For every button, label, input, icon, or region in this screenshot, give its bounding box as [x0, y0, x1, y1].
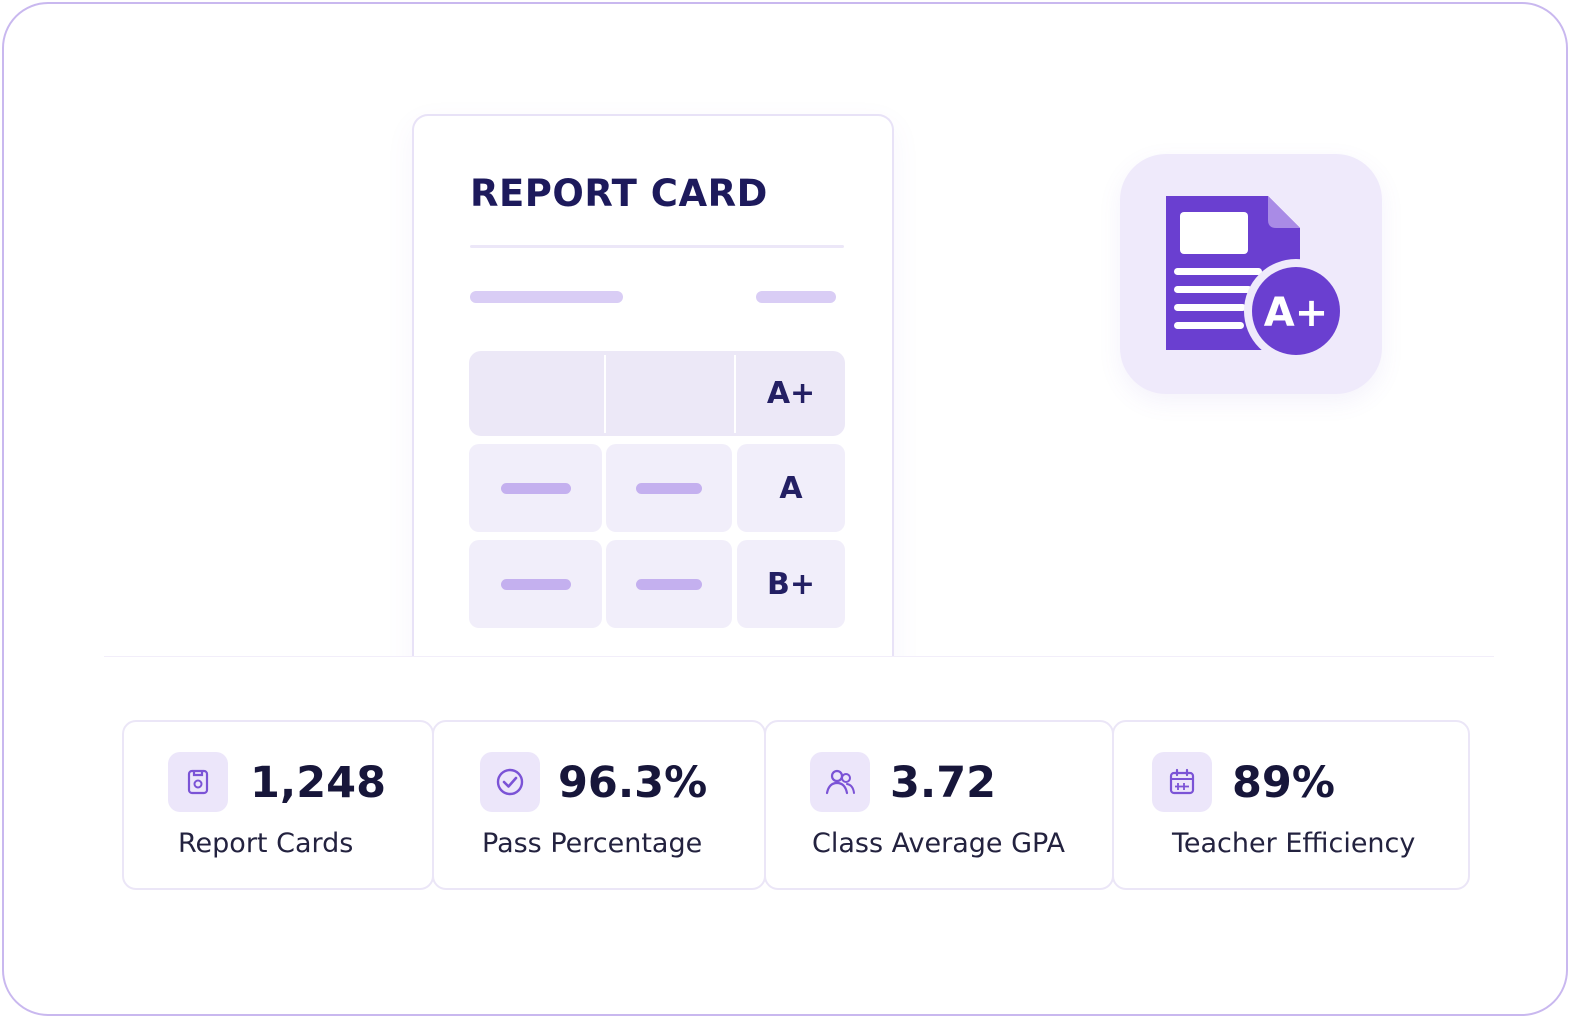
grade-value: B+ — [766, 566, 815, 602]
stat-value: 89% — [1232, 758, 1335, 808]
report-card: REPORT CARD A+ A — [412, 114, 894, 714]
users-icon — [810, 752, 870, 812]
table-cell — [606, 444, 732, 532]
stat-value: 3.72 — [890, 758, 997, 808]
badge-text: A+ — [1264, 290, 1328, 336]
report-card-title: REPORT CARD — [470, 172, 768, 215]
header-separator — [604, 355, 606, 433]
report-card-divider — [470, 245, 844, 248]
placeholder-line-left — [470, 291, 623, 303]
report-card-grade-icon: A+ — [1120, 154, 1382, 394]
grade-table: A+ A B+ — [469, 351, 845, 628]
table-cell — [606, 540, 732, 628]
grade-value: A+ — [766, 376, 816, 411]
placeholder-bar — [500, 482, 571, 494]
stat-card-teacher-efficiency: 89% Teacher Efficiency — [1112, 720, 1470, 890]
placeholder-bar — [500, 578, 571, 590]
grade-cell: B+ — [737, 540, 845, 628]
placeholder-bar — [636, 482, 702, 494]
grade-cell: A — [737, 444, 845, 532]
table-cell — [469, 444, 602, 532]
check-circle-icon — [480, 752, 540, 812]
stat-value: 1,248 — [250, 758, 387, 808]
placeholder-bar — [636, 578, 702, 590]
grade-table-header — [469, 351, 845, 436]
document-grade-icon: A+ — [1166, 196, 1348, 363]
grade-cell: A+ — [737, 351, 845, 436]
grade-value: A — [779, 470, 803, 506]
stat-card-pass-percentage: 96.3% Pass Percentage — [432, 720, 766, 890]
stat-label: Teacher Efficiency — [1172, 828, 1416, 859]
stat-label: Pass Percentage — [482, 828, 703, 859]
stat-value: 96.3% — [558, 758, 708, 808]
stat-label: Report Cards — [178, 828, 354, 859]
placeholder-line-right — [756, 291, 836, 303]
stat-card-class-average-gpa: 3.72 Class Average GPA — [764, 720, 1114, 890]
report-document-icon — [168, 752, 228, 812]
table-cell — [469, 540, 602, 628]
header-separator — [734, 355, 736, 433]
stat-label: Class Average GPA — [812, 828, 1066, 859]
stats-row: 1,248 Report Cards 96.3% Pass Percentage — [122, 720, 1470, 892]
stat-card-report-cards: 1,248 Report Cards — [122, 720, 434, 890]
calendar-icon — [1152, 752, 1212, 812]
